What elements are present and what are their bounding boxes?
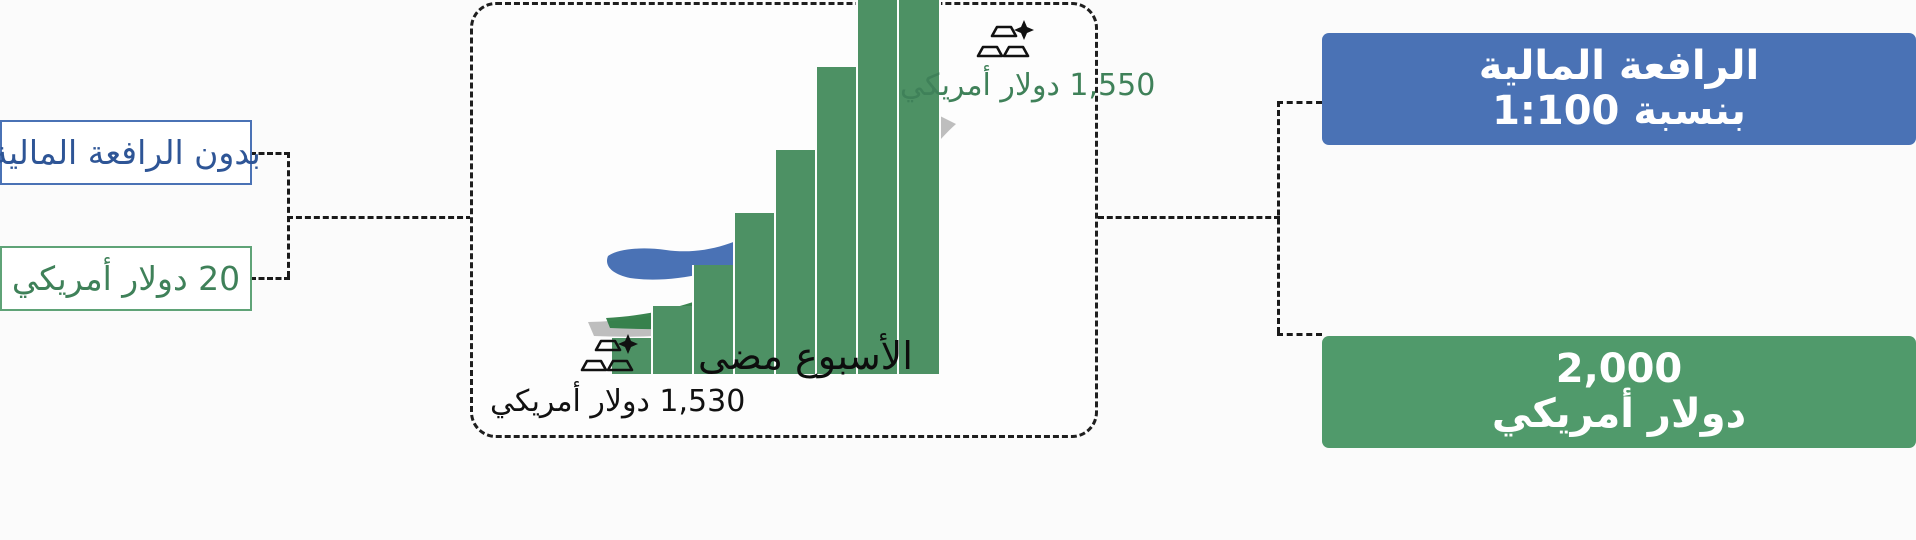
bar-8 xyxy=(897,0,941,374)
left-connector-to-blue-box xyxy=(250,152,290,155)
bar-6 xyxy=(815,67,859,374)
leverage-value-line1: 2,000 xyxy=(1555,346,1683,393)
bottom-value-text: 1,530 دولار أمريكي xyxy=(490,384,746,419)
leverage-value-box[interactable]: 2,000 دولار أمريكي xyxy=(1322,336,1916,448)
top-value-text: 1,550 دولار أمريكي xyxy=(900,68,1156,103)
no-leverage-label-box[interactable]: بدون الرافعة المالية xyxy=(0,120,261,185)
chart-caption-text: الأسبوع مضى xyxy=(698,334,913,378)
leverage-label-box[interactable]: الرافعة المالية بنسبة 1:100 xyxy=(1322,33,1916,145)
leverage-label-line2: بنسبة 1:100 xyxy=(1492,88,1746,134)
growth-chart: 1,550 دولار أمريكي 1,530 دولار أمريكي ال… xyxy=(470,0,1155,438)
right-connector-to-blue-box xyxy=(1277,101,1322,104)
no-leverage-label-text: بدون الرافعة المالية xyxy=(0,133,261,172)
no-leverage-value-text: 20 دولار أمريكي xyxy=(11,259,241,298)
left-connector-to-green-box xyxy=(250,277,290,280)
leverage-value-line2: دولار أمريكي xyxy=(1491,391,1747,437)
left-connector-vertical xyxy=(287,152,290,277)
chart-caption: الأسبوع مضى xyxy=(698,334,913,378)
no-leverage-value-box[interactable]: 20 دولار أمريكي xyxy=(0,246,252,311)
bar-7 xyxy=(856,0,900,374)
right-connector-from-panel xyxy=(1098,216,1280,219)
bar-group xyxy=(610,0,941,374)
right-connector-to-green-box xyxy=(1277,333,1322,336)
bottom-value-label: 1,530 دولار أمريكي xyxy=(490,384,745,419)
top-value-label: 1,550 دولار أمريكي xyxy=(900,68,1155,103)
bar-2 xyxy=(651,306,695,374)
gold-bars-icon-top xyxy=(976,20,1034,58)
leverage-label-line1: الرافعة المالية xyxy=(1478,43,1760,90)
gold-bars-icon-bottom xyxy=(580,334,638,372)
left-connector-to-panel xyxy=(287,216,472,219)
